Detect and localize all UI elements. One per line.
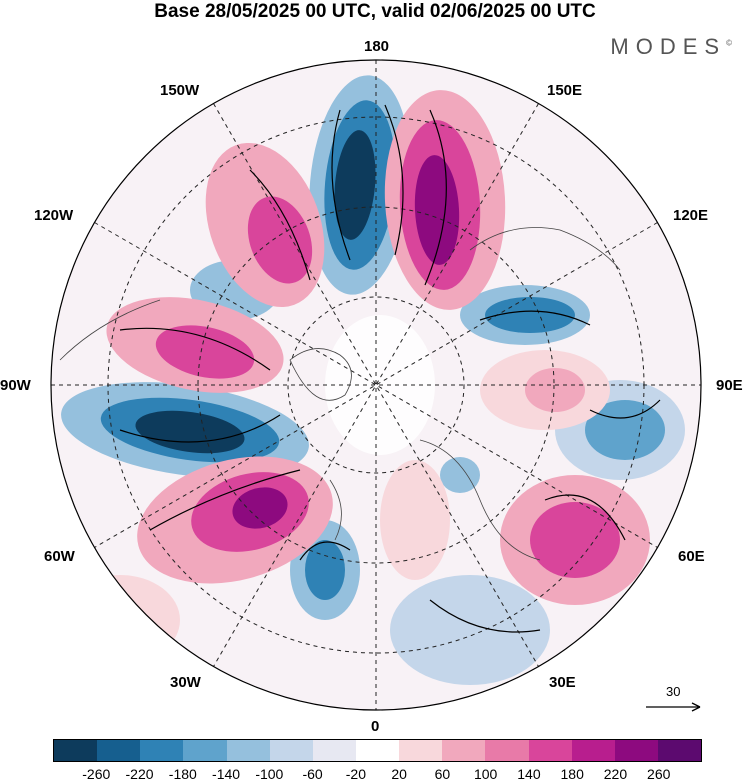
reference-vector-label: 30	[666, 684, 681, 699]
lon-label-60W: 60W	[44, 548, 75, 565]
colorbar-swatch	[183, 740, 227, 761]
colorbar-ticks: -260 -220 -180 -140 -100 -60 -20 20 60 100 140 180 2…	[0, 766, 750, 783]
colorbar-swatch	[528, 740, 572, 761]
colorbar-swatch	[485, 740, 529, 761]
colorbar-tick-label: -60	[302, 766, 323, 782]
lon-label-150W: 150W	[160, 82, 200, 99]
colorbar-tick-label: 180	[560, 766, 584, 782]
lon-label-150E: 150E	[547, 82, 583, 99]
colorbar-swatch	[312, 740, 356, 761]
colorbar-tick-label: -180	[168, 766, 197, 782]
positive-anomaly-shading	[60, 90, 650, 665]
colorbar-tick-label: -220	[125, 766, 154, 782]
map-title: Base 28/05/2025 00 UTC, valid 02/06/2025…	[154, 1, 596, 22]
negative-anomaly-shading	[61, 75, 685, 685]
colorbar-swatch	[571, 740, 615, 761]
colorbar-tick-label: -140	[212, 766, 241, 782]
colorbar-swatch	[614, 740, 658, 761]
lon-label-30E: 30E	[549, 674, 576, 691]
colorbar-swatch	[226, 740, 270, 761]
brand-name: MODES	[610, 34, 727, 59]
colorbar-tick-label: 100	[473, 766, 498, 782]
lon-label-90E: 90E	[716, 377, 743, 394]
lon-label-30W: 30W	[170, 674, 201, 691]
colorbar	[53, 739, 702, 762]
colorbar-tick-label: 260	[647, 766, 671, 782]
colorbar-tick-label: -100	[255, 766, 284, 782]
lon-label-60E: 60E	[678, 548, 705, 565]
colorbar-swatch	[269, 740, 313, 761]
colorbar-swatch	[355, 740, 400, 761]
colorbar-tick-label: -260	[82, 766, 111, 782]
colorbar-tick-label: -20	[345, 766, 366, 782]
lon-label-180: 180	[364, 38, 390, 55]
lon-label-120W: 120W	[34, 207, 74, 224]
lon-label-90W: 90W	[0, 377, 31, 394]
colorbar-tick-label: 60	[434, 766, 451, 782]
map-boundary	[50, 59, 702, 711]
colorbar-swatch	[657, 740, 702, 761]
colorbar-swatch	[442, 740, 486, 761]
colorbar-swatch	[399, 740, 443, 761]
colorbar-tick-label: 220	[603, 766, 628, 782]
colorbar-swatch	[140, 740, 184, 761]
lon-label-120E: 120E	[673, 207, 709, 224]
wind-vectors	[119, 104, 661, 633]
reference-vector-arrowhead-icon	[691, 702, 701, 712]
coastlines	[59, 227, 621, 561]
colorbar-tick-label: 20	[391, 766, 407, 782]
colorbar-tick-label: 140	[517, 766, 541, 782]
brand-logo: MODES©	[610, 34, 732, 60]
colorbar-swatch	[54, 740, 98, 761]
brand-mark: ©	[726, 38, 732, 48]
lon-label-0: 0	[371, 718, 380, 735]
colorbar-swatch	[97, 740, 141, 761]
